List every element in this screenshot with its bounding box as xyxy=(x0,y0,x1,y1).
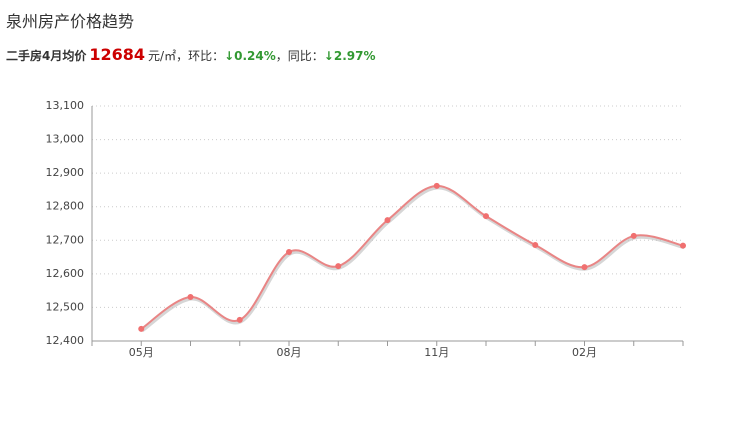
point xyxy=(433,182,440,189)
point xyxy=(384,217,391,224)
point xyxy=(236,316,243,323)
y-tick-label: 12,400 xyxy=(46,334,85,347)
x-tick-label: 02月 xyxy=(572,346,597,359)
yoy-value: ↓2.97% xyxy=(323,49,376,63)
yoy-label: ，同比： xyxy=(275,49,324,63)
x-tick-label: 05月 xyxy=(129,346,154,359)
mom-label: ，环比： xyxy=(176,49,225,63)
point xyxy=(335,263,342,270)
point xyxy=(630,232,637,239)
line-shadow xyxy=(141,186,685,333)
point xyxy=(483,213,489,220)
y-tick-label: 12,800 xyxy=(46,200,85,213)
point xyxy=(680,242,686,249)
y-tick-label: 12,700 xyxy=(46,233,85,246)
x-tick-label: 11月 xyxy=(424,346,449,359)
y-tick-label: 12,600 xyxy=(46,267,85,280)
y-tick-label: 13,000 xyxy=(46,133,85,146)
price: 12684 xyxy=(89,45,146,64)
price-summary: 二手房4月均价 12684 元/㎡，环比：↓0.24%，同比：↓2.97% xyxy=(6,45,375,64)
point xyxy=(187,294,194,301)
x-tick-label: 08月 xyxy=(277,346,302,359)
point xyxy=(581,264,588,271)
y-tick-label: 12,900 xyxy=(46,166,85,179)
y-tick-label: 13,100 xyxy=(46,99,85,112)
summary-label: 二手房4月均价 xyxy=(6,49,87,63)
y-tick-label: 12,500 xyxy=(46,300,85,313)
page-title: 泉州房产价格趋势 xyxy=(6,12,135,31)
point xyxy=(532,241,539,248)
point xyxy=(286,249,292,256)
point xyxy=(138,325,145,332)
line xyxy=(140,184,684,330)
mom-value: ↓0.24% xyxy=(224,49,276,63)
unit: 元/㎡ xyxy=(148,49,177,63)
